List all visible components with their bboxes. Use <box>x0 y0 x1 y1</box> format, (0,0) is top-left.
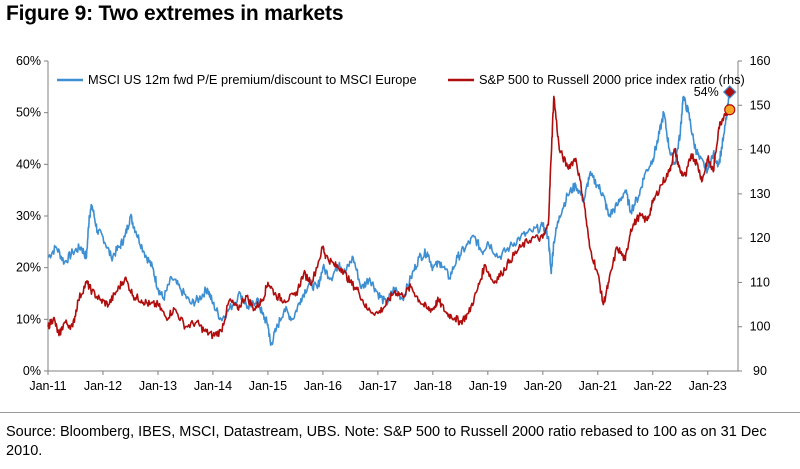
left-tick-label: 0% <box>23 364 41 378</box>
left-tick-label: 20% <box>16 261 41 275</box>
left-tick-label: 60% <box>16 54 41 68</box>
annotation-54pct: 54% <box>694 85 719 99</box>
figure-title: Figure 9: Two extremes in markets <box>6 2 344 25</box>
right-tick-label: 130 <box>750 187 771 201</box>
pe-premium-end-marker <box>722 85 737 99</box>
left-tick-label: 40% <box>16 157 41 171</box>
series-line-sp500-russell-ratio <box>47 95 731 340</box>
right-tick-label: 90 <box>753 364 767 378</box>
x-tick-label: Jan-19 <box>469 379 507 393</box>
x-tick-label: Jan-15 <box>249 379 287 393</box>
x-tick-label: Jan-23 <box>689 379 727 393</box>
right-tick-label: 110 <box>750 275 770 289</box>
x-tick-label: Jan-20 <box>524 379 562 393</box>
x-tick-label: Jan-21 <box>579 379 617 393</box>
left-tick-label: 10% <box>16 312 41 326</box>
legend-label-pe-premium: MSCI US 12m fwd P/E premium/discount to … <box>88 72 417 87</box>
left-tick-label: 30% <box>16 209 41 223</box>
x-tick-label: Jan-14 <box>194 379 232 393</box>
right-tick-label: 120 <box>750 231 771 245</box>
source-note: Source: Bloomberg, IBES, MSCI, Datastrea… <box>6 424 767 459</box>
x-tick-label: Jan-16 <box>304 379 342 393</box>
x-tick-label: Jan-22 <box>634 379 672 393</box>
divider <box>0 412 800 413</box>
right-tick-label: 100 <box>750 320 771 334</box>
x-tick-label: Jan-18 <box>414 379 452 393</box>
right-tick-label: 150 <box>750 98 771 112</box>
x-tick-label: Jan-13 <box>139 379 177 393</box>
left-tick-label: 50% <box>16 106 41 120</box>
legend-label-sp500-russell-ratio: S&P 500 to Russell 2000 price index rati… <box>479 72 745 87</box>
x-tick-label: Jan-12 <box>84 379 122 393</box>
x-tick-label: Jan-17 <box>359 379 397 393</box>
right-tick-label: 140 <box>750 143 771 157</box>
ratio-end-marker <box>724 104 736 116</box>
x-tick-label: Jan-11 <box>29 379 66 393</box>
right-tick-label: 160 <box>750 54 771 68</box>
line-chart: 0% 10% 20% 30% 40% 50% 60% 90 100 110 120 130 140 15… <box>16 54 771 393</box>
series-line-pe-premium <box>47 91 731 347</box>
